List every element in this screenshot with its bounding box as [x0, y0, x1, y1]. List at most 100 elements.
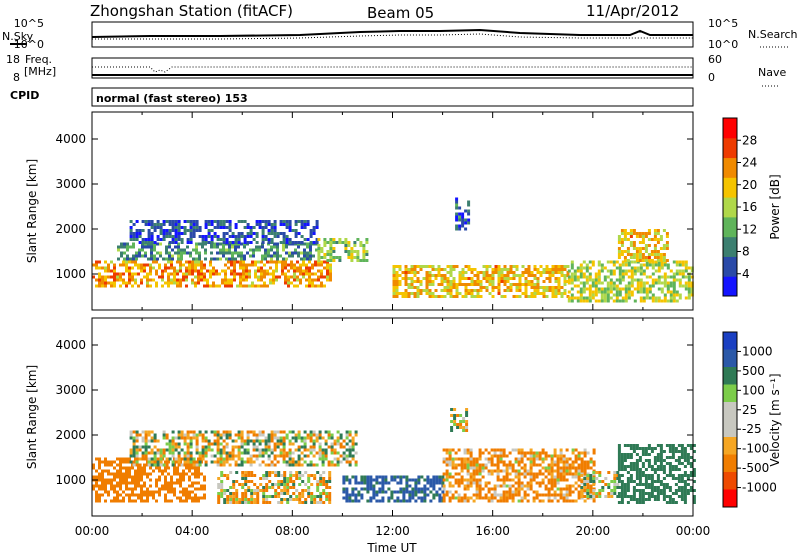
echo-cell	[553, 490, 557, 494]
echo-cell	[509, 277, 513, 280]
echo-cell	[138, 254, 141, 258]
echo-cell	[419, 289, 423, 292]
echo-cell	[176, 260, 179, 264]
echo-cell	[662, 450, 666, 453]
echo-cell	[325, 495, 329, 498]
echo-cell	[505, 472, 509, 476]
echo-cell	[240, 220, 244, 223]
echo-cell	[132, 460, 136, 464]
echo-cell	[297, 436, 301, 440]
echo-cell	[626, 456, 630, 459]
echo-cell	[612, 287, 616, 291]
echo-cell	[671, 498, 675, 501]
echo-cell	[509, 286, 513, 289]
echo-cell	[660, 281, 664, 285]
echo-cell	[326, 278, 329, 282]
echo-cell	[141, 248, 144, 252]
echo-cell	[253, 483, 257, 486]
echo-cell	[429, 481, 433, 485]
echo-cell	[491, 280, 495, 283]
echo-cell	[567, 296, 571, 300]
echo-cell	[297, 454, 301, 458]
echo-cell	[247, 489, 251, 492]
echo-cell	[276, 454, 280, 458]
echo-cell	[448, 475, 452, 479]
echo-cell	[404, 292, 408, 295]
echo-cell	[497, 271, 501, 274]
echo-cell	[216, 442, 220, 446]
echo-cell	[627, 290, 631, 294]
echo-cell	[435, 475, 439, 479]
echo-cell	[500, 277, 504, 280]
echo-cell	[414, 487, 418, 491]
echo-cell	[164, 266, 167, 270]
echo-cell	[493, 487, 497, 491]
echo-cell	[146, 487, 149, 491]
echo-cell	[249, 248, 252, 252]
echo-cell	[277, 474, 281, 477]
echo-cell	[189, 436, 193, 440]
echo-cell	[597, 299, 601, 303]
echo-cell	[638, 253, 642, 256]
echo-cell	[174, 442, 178, 446]
echo-cell	[275, 266, 278, 270]
echo-cell	[153, 245, 156, 249]
echo-cell	[636, 290, 640, 294]
echo-cell	[348, 454, 352, 458]
echo-cell	[305, 269, 308, 273]
echo-cell	[264, 442, 268, 446]
echo-cell	[579, 299, 583, 303]
echo-cell	[523, 472, 527, 476]
echo-cell	[613, 486, 617, 489]
echo-cell	[460, 469, 464, 473]
echo-cell	[642, 269, 646, 273]
echo-cell	[116, 484, 119, 488]
echo-cell	[333, 448, 337, 452]
echo-cell	[502, 484, 506, 488]
echo-cell	[511, 484, 515, 488]
echo-cell	[535, 463, 539, 467]
echo-cell	[328, 498, 332, 501]
echo-cell	[252, 251, 255, 255]
echo-cell	[478, 466, 482, 470]
echo-cell	[212, 284, 215, 288]
echo-cell	[610, 492, 614, 495]
echo-cell	[336, 463, 340, 467]
echo-cell	[308, 260, 311, 264]
echo-cell	[659, 259, 663, 262]
echo-cell	[308, 284, 311, 288]
x-tick-label: 00:00	[676, 524, 711, 538]
echo-cell	[303, 257, 306, 261]
echo-cell	[668, 465, 672, 468]
echo-cell	[659, 453, 663, 456]
echo-cell	[153, 241, 157, 244]
echo-cell	[638, 468, 642, 471]
echo-cell	[338, 259, 342, 262]
echo-cell	[188, 466, 191, 470]
echo-cell	[288, 460, 292, 464]
echo-cell	[348, 481, 352, 485]
echo-cell	[668, 450, 672, 453]
echo-cell	[122, 475, 125, 479]
echo-cell	[140, 266, 143, 270]
echo-cell	[231, 245, 234, 249]
echo-cell	[671, 501, 675, 504]
echo-cell	[245, 278, 248, 282]
echo-cell	[672, 275, 676, 279]
echo-cell	[448, 484, 452, 488]
echo-cell	[333, 442, 337, 446]
echo-cell	[493, 454, 497, 458]
echo-cell	[342, 451, 346, 455]
echo-cell	[162, 238, 166, 241]
echo-cell	[570, 263, 574, 267]
echo-cell	[559, 466, 563, 470]
echo-cell	[294, 235, 298, 238]
echo-cell	[647, 229, 651, 232]
echo-cell	[281, 269, 284, 273]
echo-cell	[493, 463, 497, 467]
echo-cell	[277, 486, 281, 489]
echo-cell	[671, 474, 675, 477]
echo-cell	[222, 223, 226, 226]
echo-cell	[632, 465, 636, 468]
